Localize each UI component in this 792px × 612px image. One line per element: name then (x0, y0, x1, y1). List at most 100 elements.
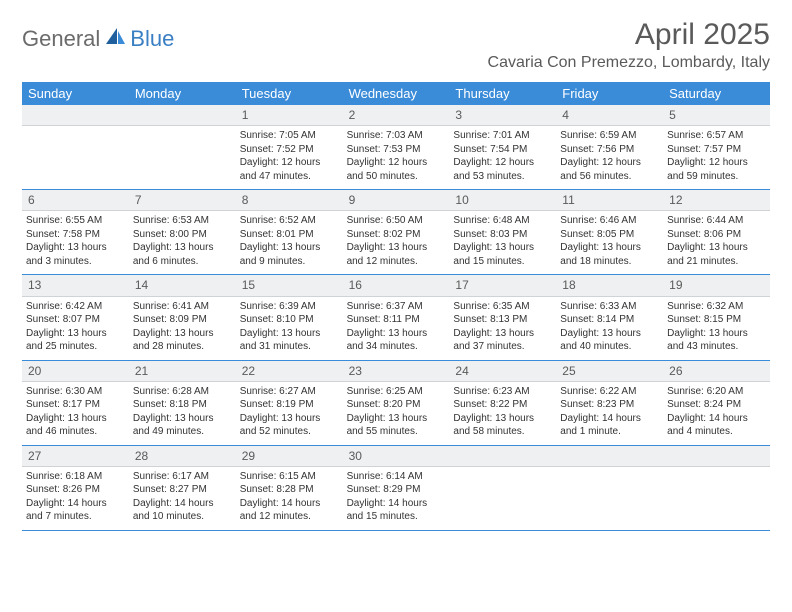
sunrise-line: Sunrise: 7:01 AM (453, 129, 552, 143)
day-number: 5 (663, 105, 770, 126)
day-number: 13 (22, 275, 129, 296)
sunrise-line: Sunrise: 6:28 AM (133, 385, 232, 399)
daylight-line: Daylight: 14 hours and 7 minutes. (26, 497, 125, 524)
day-cell: 22Sunrise: 6:27 AMSunset: 8:19 PMDayligh… (236, 361, 343, 445)
day-number: 21 (129, 361, 236, 382)
day-cell: 6Sunrise: 6:55 AMSunset: 7:58 PMDaylight… (22, 190, 129, 274)
daylight-line: Daylight: 13 hours and 18 minutes. (560, 241, 659, 268)
daylight-line: Daylight: 13 hours and 6 minutes. (133, 241, 232, 268)
sunset-line: Sunset: 7:57 PM (667, 143, 766, 157)
day-cell: 26Sunrise: 6:20 AMSunset: 8:24 PMDayligh… (663, 361, 770, 445)
daylight-line: Daylight: 13 hours and 58 minutes. (453, 412, 552, 439)
day-cell: 29Sunrise: 6:15 AMSunset: 8:28 PMDayligh… (236, 446, 343, 530)
sunrise-line: Sunrise: 6:59 AM (560, 129, 659, 143)
sunrise-line: Sunrise: 6:41 AM (133, 300, 232, 314)
daylight-line: Daylight: 12 hours and 47 minutes. (240, 156, 339, 183)
day-cell: 8Sunrise: 6:52 AMSunset: 8:01 PMDaylight… (236, 190, 343, 274)
daylight-line: Daylight: 14 hours and 10 minutes. (133, 497, 232, 524)
day-number: 11 (556, 190, 663, 211)
sunrise-line: Sunrise: 6:50 AM (347, 214, 446, 228)
day-cell: 28Sunrise: 6:17 AMSunset: 8:27 PMDayligh… (129, 446, 236, 530)
sunrise-line: Sunrise: 7:05 AM (240, 129, 339, 143)
sunrise-line: Sunrise: 6:57 AM (667, 129, 766, 143)
day-number (449, 446, 556, 467)
daylight-line: Daylight: 13 hours and 34 minutes. (347, 327, 446, 354)
day-number: 15 (236, 275, 343, 296)
day-header: Sunday (22, 82, 129, 105)
day-cell: 4 Sunrise: 6:59 AMSunset: 7:56 PMDaylight… (556, 105, 663, 189)
day-cell: 23Sunrise: 6:25 AMSunset: 8:20 PMDayligh… (343, 361, 450, 445)
sunset-line: Sunset: 8:03 PM (453, 228, 552, 242)
sunrise-line: Sunrise: 6:23 AM (453, 385, 552, 399)
daylight-line: Daylight: 12 hours and 59 minutes. (667, 156, 766, 183)
day-number: 1 (236, 105, 343, 126)
day-cell: 12Sunrise: 6:44 AMSunset: 8:06 PMDayligh… (663, 190, 770, 274)
sunset-line: Sunset: 8:22 PM (453, 398, 552, 412)
day-cell: 9Sunrise: 6:50 AMSunset: 8:02 PMDaylight… (343, 190, 450, 274)
week-row: 6Sunrise: 6:55 AMSunset: 7:58 PMDaylight… (22, 190, 770, 275)
day-cell: 13Sunrise: 6:42 AMSunset: 8:07 PMDayligh… (22, 275, 129, 359)
sunset-line: Sunset: 8:14 PM (560, 313, 659, 327)
day-number: 25 (556, 361, 663, 382)
day-number (663, 446, 770, 467)
day-header-row: Sunday Monday Tuesday Wednesday Thursday… (22, 82, 770, 105)
daylight-line: Daylight: 13 hours and 3 minutes. (26, 241, 125, 268)
logo: General Blue (22, 26, 174, 52)
day-cell (129, 105, 236, 189)
week-row: 13Sunrise: 6:42 AMSunset: 8:07 PMDayligh… (22, 275, 770, 360)
sunset-line: Sunset: 8:10 PM (240, 313, 339, 327)
day-number: 12 (663, 190, 770, 211)
sunrise-line: Sunrise: 6:33 AM (560, 300, 659, 314)
day-number: 18 (556, 275, 663, 296)
sunrise-line: Sunrise: 6:20 AM (667, 385, 766, 399)
calendar-page: General Blue April 2025 Cavaria Con Prem… (0, 0, 792, 549)
day-cell: 30Sunrise: 6:14 AMSunset: 8:29 PMDayligh… (343, 446, 450, 530)
sunset-line: Sunset: 7:56 PM (560, 143, 659, 157)
sunrise-line: Sunrise: 6:52 AM (240, 214, 339, 228)
sunrise-line: Sunrise: 6:55 AM (26, 214, 125, 228)
page-header: General Blue April 2025 Cavaria Con Prem… (22, 18, 770, 72)
day-number (556, 446, 663, 467)
day-number: 29 (236, 446, 343, 467)
day-number: 22 (236, 361, 343, 382)
logo-sail-icon (106, 28, 126, 51)
day-cell: 5 Sunrise: 6:57 AMSunset: 7:57 PMDaylight… (663, 105, 770, 189)
sunrise-line: Sunrise: 6:53 AM (133, 214, 232, 228)
logo-text-general: General (22, 26, 100, 52)
day-number: 2 (343, 105, 450, 126)
week-row: 27Sunrise: 6:18 AMSunset: 8:26 PMDayligh… (22, 446, 770, 531)
sunset-line: Sunset: 8:01 PM (240, 228, 339, 242)
day-cell: 25Sunrise: 6:22 AMSunset: 8:23 PMDayligh… (556, 361, 663, 445)
sunset-line: Sunset: 7:54 PM (453, 143, 552, 157)
day-number: 9 (343, 190, 450, 211)
day-number: 23 (343, 361, 450, 382)
day-cell: 14Sunrise: 6:41 AMSunset: 8:09 PMDayligh… (129, 275, 236, 359)
daylight-line: Daylight: 13 hours and 40 minutes. (560, 327, 659, 354)
sunrise-line: Sunrise: 6:37 AM (347, 300, 446, 314)
sunset-line: Sunset: 7:53 PM (347, 143, 446, 157)
calendar: Sunday Monday Tuesday Wednesday Thursday… (22, 82, 770, 531)
weeks-container: 1Sunrise: 7:05 AMSunset: 7:52 PMDaylight… (22, 105, 770, 531)
daylight-line: Daylight: 13 hours and 31 minutes. (240, 327, 339, 354)
sunset-line: Sunset: 8:00 PM (133, 228, 232, 242)
sunset-line: Sunset: 8:06 PM (667, 228, 766, 242)
sunset-line: Sunset: 7:58 PM (26, 228, 125, 242)
day-number: 4 (556, 105, 663, 126)
day-number: 8 (236, 190, 343, 211)
daylight-line: Daylight: 14 hours and 4 minutes. (667, 412, 766, 439)
sunrise-line: Sunrise: 7:03 AM (347, 129, 446, 143)
daylight-line: Daylight: 14 hours and 15 minutes. (347, 497, 446, 524)
daylight-line: Daylight: 13 hours and 52 minutes. (240, 412, 339, 439)
daylight-line: Daylight: 12 hours and 56 minutes. (560, 156, 659, 183)
day-cell: 27Sunrise: 6:18 AMSunset: 8:26 PMDayligh… (22, 446, 129, 530)
sunset-line: Sunset: 8:17 PM (26, 398, 125, 412)
day-cell (22, 105, 129, 189)
sunrise-line: Sunrise: 6:42 AM (26, 300, 125, 314)
sunrise-line: Sunrise: 6:46 AM (560, 214, 659, 228)
daylight-line: Daylight: 13 hours and 28 minutes. (133, 327, 232, 354)
sunrise-line: Sunrise: 6:17 AM (133, 470, 232, 484)
sunset-line: Sunset: 8:24 PM (667, 398, 766, 412)
daylight-line: Daylight: 13 hours and 49 minutes. (133, 412, 232, 439)
sunset-line: Sunset: 8:05 PM (560, 228, 659, 242)
sunrise-line: Sunrise: 6:44 AM (667, 214, 766, 228)
